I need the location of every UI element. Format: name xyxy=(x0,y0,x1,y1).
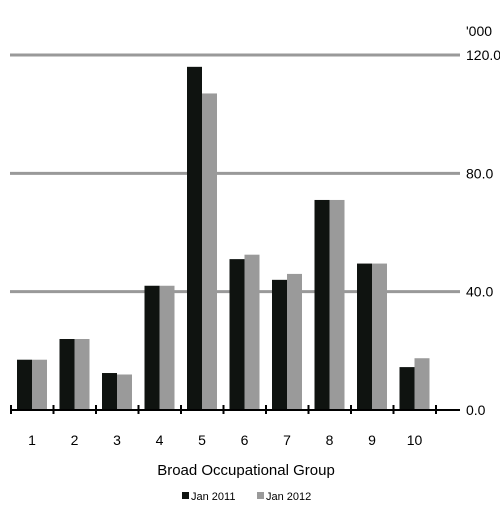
bar-3-jan-2012 xyxy=(117,374,132,410)
bar-7-jan-2011 xyxy=(272,279,287,410)
bar-2-jan-2012 xyxy=(74,339,90,410)
x-axis-title: Broad Occupational Group xyxy=(157,462,335,479)
bar-5-jan-2012 xyxy=(202,93,217,410)
legend-swatch xyxy=(257,492,264,499)
bar-6-jan-2012 xyxy=(244,254,260,410)
legend: Jan 2011 Jan 2012 xyxy=(182,491,311,503)
gridlines xyxy=(10,53,460,294)
y-tick-label: 0.0 xyxy=(466,402,486,418)
bar-4-jan-2011 xyxy=(144,285,160,410)
y-tick-label: 80.0 xyxy=(466,165,493,181)
bar-4-jan-2012 xyxy=(159,285,175,410)
bar-7-jan-2012 xyxy=(287,273,302,410)
unit-label: '000 xyxy=(466,23,492,39)
x-axis xyxy=(10,405,460,414)
bar-2-jan-2011 xyxy=(59,339,75,410)
x-tick-label: 10 xyxy=(407,432,423,448)
bars xyxy=(17,66,430,410)
x-tick-label: 5 xyxy=(198,432,206,448)
x-tick-label: 1 xyxy=(28,432,36,448)
x-tick-label: 9 xyxy=(368,432,376,448)
bar-1-jan-2012 xyxy=(32,359,47,410)
bar-10-jan-2011 xyxy=(399,367,415,410)
x-tick-labels: 1 2 3 4 5 6 7 8 9 10 xyxy=(28,432,422,448)
bar-3-jan-2011 xyxy=(102,373,117,410)
bar-9-jan-2011 xyxy=(357,263,372,410)
legend-label: Jan 2012 xyxy=(266,491,311,503)
bar-10-jan-2012 xyxy=(414,358,430,410)
bar-6-jan-2011 xyxy=(229,259,245,410)
bar-8-jan-2011 xyxy=(314,199,330,410)
bar-1-jan-2011 xyxy=(17,359,32,410)
x-tick-label: 3 xyxy=(113,432,121,448)
x-tick-label: 2 xyxy=(71,432,79,448)
y-tick-label: 40.0 xyxy=(466,284,493,300)
x-tick-label: 4 xyxy=(156,432,164,448)
y-tick-label: 120.0 xyxy=(466,47,500,63)
x-tick-label: 7 xyxy=(283,432,291,448)
x-tick-label: 6 xyxy=(241,432,249,448)
legend-label: Jan 2011 xyxy=(191,491,235,503)
bar-9-jan-2012 xyxy=(372,263,387,410)
y-tick-labels: 0.0 40.0 80.0 120.0 xyxy=(466,47,500,418)
bar-5-jan-2011 xyxy=(187,66,202,410)
bar-8-jan-2012 xyxy=(329,199,345,410)
x-tick-label: 8 xyxy=(326,432,334,448)
legend-swatch xyxy=(182,492,189,499)
